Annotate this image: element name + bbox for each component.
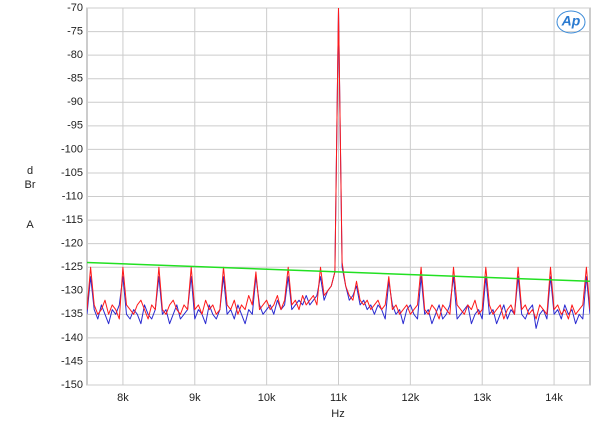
- y-tick-label: -95: [67, 120, 83, 132]
- y-tick-label: -120: [61, 238, 83, 250]
- y-tick-label: -105: [61, 167, 83, 179]
- y-tick-label: -115: [62, 214, 83, 226]
- series-line: [87, 8, 590, 320]
- series-line: [87, 8, 590, 329]
- x-tick-label: 12k: [401, 392, 419, 404]
- series-line: [87, 261, 590, 283]
- y-tick-label: -80: [67, 49, 83, 61]
- logo: Ap: [561, 13, 581, 29]
- x-tick-label: 13k: [473, 392, 491, 404]
- y-tick-label: -140: [61, 332, 83, 344]
- y-tick-label: -125: [61, 261, 83, 273]
- y-tick-label: -85: [67, 73, 83, 85]
- y-tick-label: -75: [67, 25, 83, 37]
- y-tick-label: -145: [61, 355, 83, 367]
- y-tick-label: -135: [61, 308, 83, 320]
- logo-ring: [556, 10, 586, 34]
- x-tick-label: 9k: [189, 392, 201, 404]
- y-tick-label: -130: [61, 285, 83, 297]
- y-tick-label: -110: [62, 190, 83, 202]
- y-tick-label: -150: [61, 379, 83, 391]
- x-tick-label: 8k: [117, 392, 129, 404]
- x-axis-label: Hz: [331, 408, 344, 420]
- y-tick-label: -90: [67, 96, 83, 108]
- x-tick-label: 14k: [545, 392, 563, 404]
- y-axis-label: A: [26, 219, 34, 231]
- x-tick-label: 10k: [258, 392, 276, 404]
- x-tick-label: 11k: [330, 392, 347, 404]
- y-tick-label: -70: [67, 2, 83, 14]
- y-axis-label: dBr: [24, 165, 36, 191]
- y-tick-label: -100: [61, 143, 83, 155]
